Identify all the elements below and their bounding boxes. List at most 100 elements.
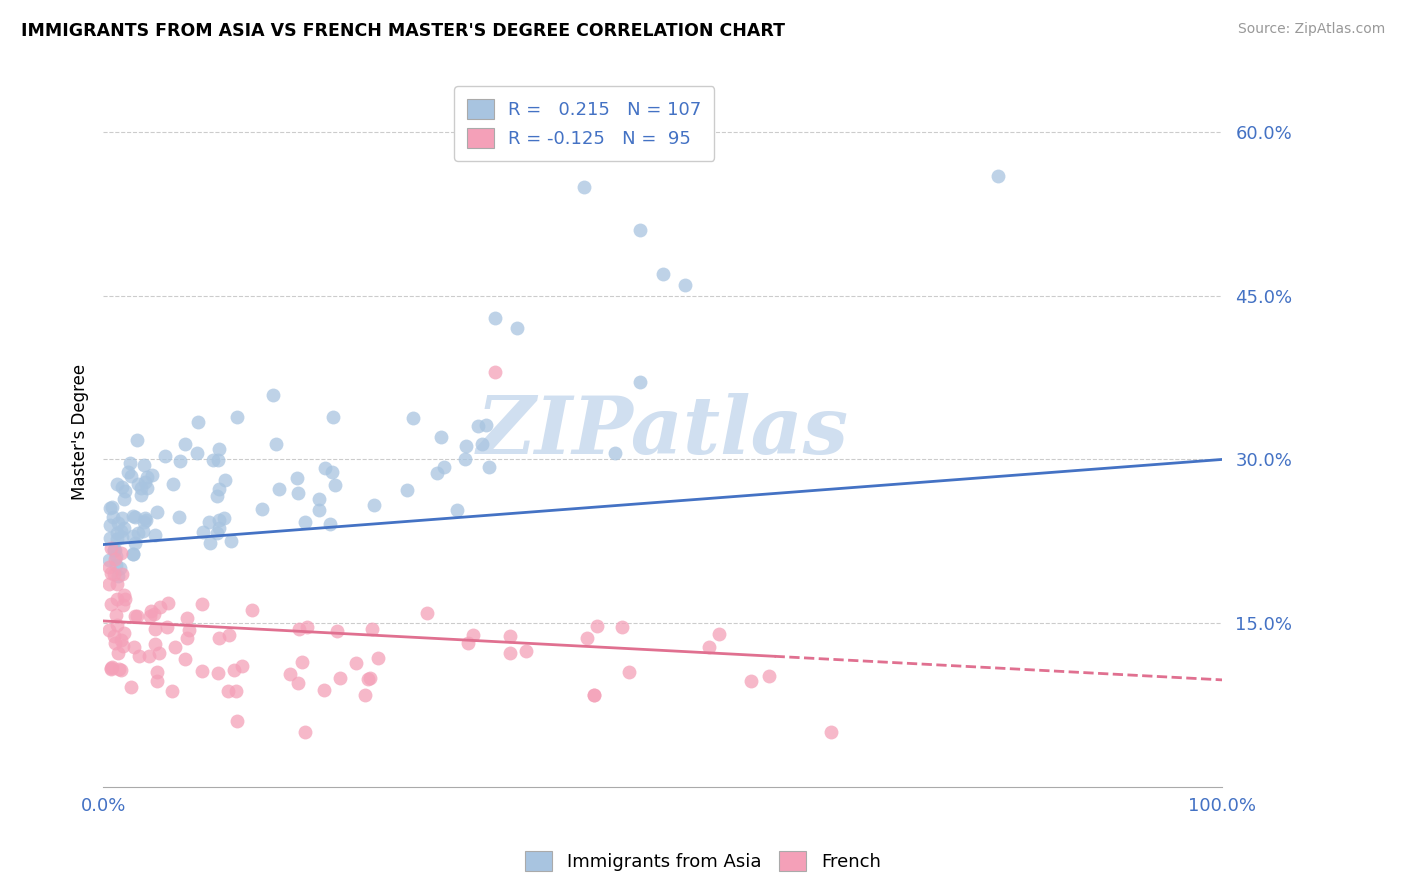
Legend: Immigrants from Asia, French: Immigrants from Asia, French (517, 844, 889, 879)
Point (628, 223, 651, 237)
Point (240, 603, 263, 617)
Point (344, 657, 367, 671)
Point (100, 541, 122, 556)
Point (287, 486, 309, 500)
Point (103, 629, 125, 643)
Point (141, 467, 163, 482)
Point (294, 516, 316, 530)
Point (103, 543, 125, 558)
Point (191, 525, 214, 540)
Point (354, 688, 377, 702)
Point (359, 672, 381, 686)
Point (124, 536, 146, 550)
Point (105, 618, 128, 632)
Point (191, 665, 214, 679)
Point (218, 628, 240, 642)
Text: IMMIGRANTS FROM ASIA VS FRENCH MASTER'S DEGREE CORRELATION CHART: IMMIGRANTS FROM ASIA VS FRENCH MASTER'S … (21, 22, 785, 40)
Point (156, 596, 179, 610)
Point (586, 618, 609, 632)
Point (471, 437, 494, 451)
Point (148, 646, 170, 660)
Point (110, 632, 132, 647)
Point (758, 668, 780, 682)
Point (820, 725, 842, 739)
Point (124, 510, 146, 524)
Point (128, 648, 150, 663)
Text: ZIPatlas: ZIPatlas (477, 393, 849, 471)
Point (266, 437, 288, 451)
Point (124, 640, 146, 655)
Point (112, 588, 135, 602)
Point (617, 665, 640, 679)
Point (122, 547, 145, 561)
Point (576, 631, 599, 645)
Point (426, 466, 449, 480)
Point (212, 511, 235, 525)
Point (98, 501, 121, 516)
Point (740, 673, 762, 688)
Point (110, 546, 132, 560)
Point (155, 620, 177, 634)
Point (484, 310, 506, 325)
Point (139, 609, 162, 624)
Point (198, 515, 221, 529)
Point (208, 513, 231, 527)
Point (122, 529, 145, 543)
Point (100, 566, 122, 581)
Point (319, 516, 342, 531)
Point (329, 671, 352, 685)
Point (651, 267, 673, 281)
Point (367, 651, 389, 665)
Point (673, 277, 696, 292)
Point (125, 609, 148, 624)
Point (160, 684, 183, 698)
Point (135, 469, 157, 483)
Point (167, 509, 190, 524)
Point (153, 450, 176, 464)
Point (100, 661, 122, 675)
Point (360, 622, 382, 636)
Point (208, 631, 231, 645)
Point (174, 651, 197, 665)
Point (104, 607, 127, 622)
Point (117, 465, 139, 479)
Point (104, 542, 127, 557)
Point (100, 597, 122, 611)
Point (208, 442, 231, 456)
Point (107, 569, 129, 583)
Point (143, 528, 166, 542)
Point (287, 622, 309, 636)
Point (186, 446, 208, 460)
Point (100, 659, 122, 673)
Point (499, 629, 522, 643)
Point (987, 169, 1010, 183)
Point (603, 446, 626, 460)
Point (136, 481, 159, 495)
Point (222, 663, 245, 677)
Point (484, 365, 506, 379)
Point (583, 689, 606, 703)
Legend: R =   0.215   N = 107, R = -0.125   N =  95: R = 0.215 N = 107, R = -0.125 N = 95 (454, 87, 714, 161)
Point (111, 480, 134, 494)
Point (105, 476, 128, 491)
Point (105, 549, 128, 563)
Point (103, 543, 125, 558)
Point (402, 411, 425, 425)
Point (628, 376, 651, 390)
Point (433, 459, 456, 474)
Point (457, 636, 479, 650)
Point (207, 666, 229, 681)
Point (191, 597, 214, 611)
Point (177, 623, 200, 637)
Point (308, 503, 330, 517)
Point (207, 489, 229, 503)
Point (294, 725, 316, 739)
Point (207, 453, 229, 467)
Point (291, 655, 314, 669)
Point (163, 640, 186, 654)
Point (225, 409, 247, 424)
Point (225, 683, 247, 698)
Point (108, 662, 131, 676)
Point (217, 683, 239, 698)
Point (287, 676, 309, 690)
